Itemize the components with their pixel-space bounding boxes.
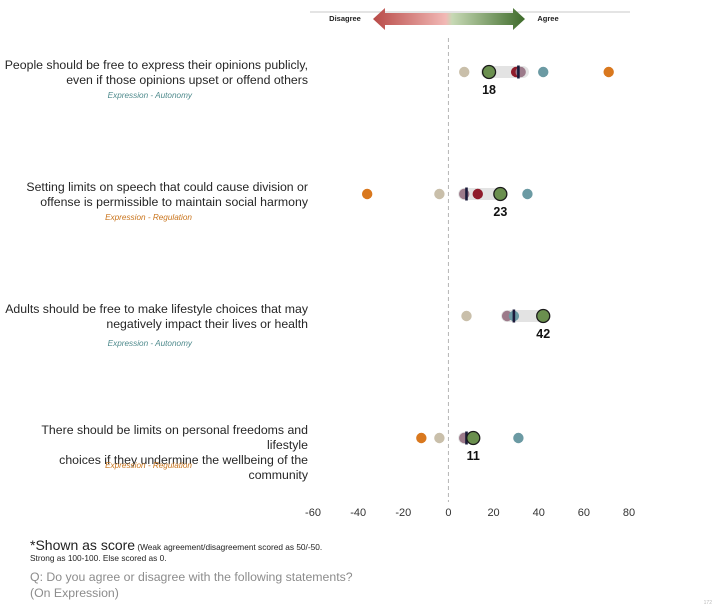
x-axis-ticks: -60 -40 -20 0 20 40 60 80 bbox=[305, 507, 635, 519]
row-4: 11 bbox=[416, 430, 524, 463]
weak-note: (Weak agreement/disagreement scored as 5… bbox=[135, 542, 323, 552]
statement-2-tag: Expression - Regulation bbox=[105, 213, 192, 222]
row-2: 23 bbox=[361, 186, 533, 219]
highlight-point bbox=[493, 186, 508, 202]
agree-label: Agree bbox=[537, 14, 558, 23]
highlight-point bbox=[466, 430, 481, 446]
statement-2-line-1: Setting limits on speech that could caus… bbox=[26, 180, 308, 194]
data-point bbox=[459, 66, 470, 78]
highlight-point bbox=[536, 308, 551, 324]
statement-1: People should be free to express their o… bbox=[0, 58, 308, 88]
statement-3: Adults should be free to make lifestyle … bbox=[0, 302, 308, 332]
value-label: 42 bbox=[536, 327, 550, 341]
strong-note: Strong as 100-100. Else scored as 0. bbox=[30, 553, 167, 563]
x-tick-label: 60 bbox=[578, 507, 590, 519]
statement-3-line-1: Adults should be free to make lifestyle … bbox=[5, 302, 308, 316]
row-1: 18 bbox=[459, 64, 614, 97]
statement-1-line-1: People should be free to express their o… bbox=[4, 58, 308, 72]
statement-4-line-1: There should be limits on personal freed… bbox=[41, 423, 308, 452]
question-line-1: Q: Do you agree or disagree with the fol… bbox=[30, 570, 353, 584]
statement-4-line-2: choices if they undermine the wellbeing … bbox=[59, 453, 308, 482]
data-point bbox=[522, 188, 533, 200]
x-tick-label: -60 bbox=[305, 507, 321, 519]
data-point bbox=[538, 66, 549, 78]
average-marker bbox=[465, 187, 468, 201]
data-point bbox=[459, 188, 470, 200]
statement-1-line-2: even if those opinions upset or offend o… bbox=[66, 73, 308, 87]
highlight-point bbox=[481, 64, 497, 80]
x-tick-label: 40 bbox=[533, 507, 545, 519]
x-tick-label: -40 bbox=[350, 507, 366, 519]
statement-1-tag: Expression - Autonomy bbox=[107, 91, 192, 100]
data-point bbox=[515, 66, 526, 78]
statement-2: Setting limits on speech that could caus… bbox=[0, 180, 308, 210]
statement-3-line-2: negatively impact their lives or health bbox=[106, 317, 308, 331]
agreement-arrow bbox=[373, 8, 525, 30]
value-label: 23 bbox=[493, 205, 507, 219]
value-label: 18 bbox=[482, 83, 496, 97]
data-point bbox=[361, 188, 373, 200]
data-point bbox=[513, 432, 524, 444]
question-line-2: (On Expression) bbox=[30, 586, 119, 600]
data-point bbox=[603, 66, 614, 78]
data-point bbox=[434, 432, 445, 444]
row-3: 42 bbox=[461, 308, 551, 341]
data-point bbox=[472, 188, 483, 200]
disagree-label: Disagree bbox=[329, 14, 361, 23]
x-tick-label: 20 bbox=[487, 507, 499, 519]
statement-4-tag: Expression - Regulation bbox=[105, 461, 192, 470]
statement-3-tag: Expression - Autonomy bbox=[107, 339, 192, 348]
average-marker bbox=[517, 65, 520, 79]
data-point bbox=[461, 310, 472, 322]
data-point bbox=[434, 188, 445, 200]
average-marker bbox=[512, 309, 516, 323]
statement-4: There should be limits on personal freed… bbox=[0, 423, 308, 483]
statement-2-line-2: offense is permissible to maintain socia… bbox=[40, 195, 308, 209]
data-point bbox=[416, 432, 427, 444]
page-number: 172 bbox=[703, 600, 712, 606]
data-rows: 18 23 42 11 bbox=[361, 64, 614, 463]
value-label: 11 bbox=[467, 449, 480, 463]
x-tick-label: 0 bbox=[445, 507, 451, 519]
x-tick-label: 80 bbox=[623, 507, 635, 519]
score-note: *Shown as score (Weak agreement/disagree… bbox=[30, 537, 322, 553]
x-tick-label: -20 bbox=[395, 507, 411, 519]
shown-as-score: *Shown as score bbox=[30, 537, 136, 553]
